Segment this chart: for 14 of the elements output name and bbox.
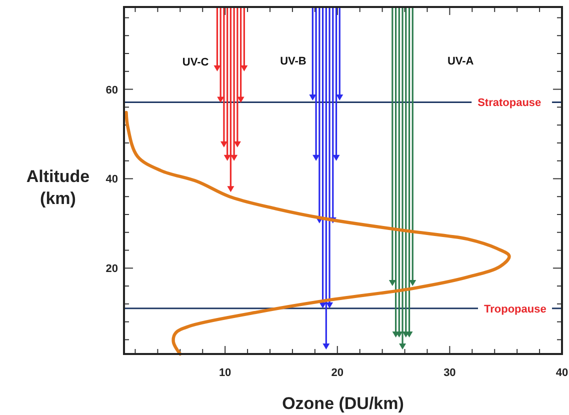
ref-line-label: Tropopause [484, 303, 546, 316]
x-tick-label: 20 [331, 367, 344, 379]
annotation: UV-C [182, 56, 209, 69]
x-tick-label: 10 [218, 367, 232, 379]
x-axis-title: Ozone (DU/km) [282, 394, 404, 413]
annotation: UV-A [447, 56, 474, 68]
ref-line-label: Stratopause [478, 97, 542, 110]
y-tick-label: 40 [106, 174, 118, 186]
annotation: UV-B [280, 56, 306, 68]
x-tick-label: 40 [556, 367, 568, 379]
y-tick-label: 60 [106, 84, 118, 96]
y-tick-label: 20 [106, 263, 118, 276]
x-tick-label: 30 [444, 367, 456, 379]
y-axis-title: Altitude (km) [26, 167, 90, 208]
